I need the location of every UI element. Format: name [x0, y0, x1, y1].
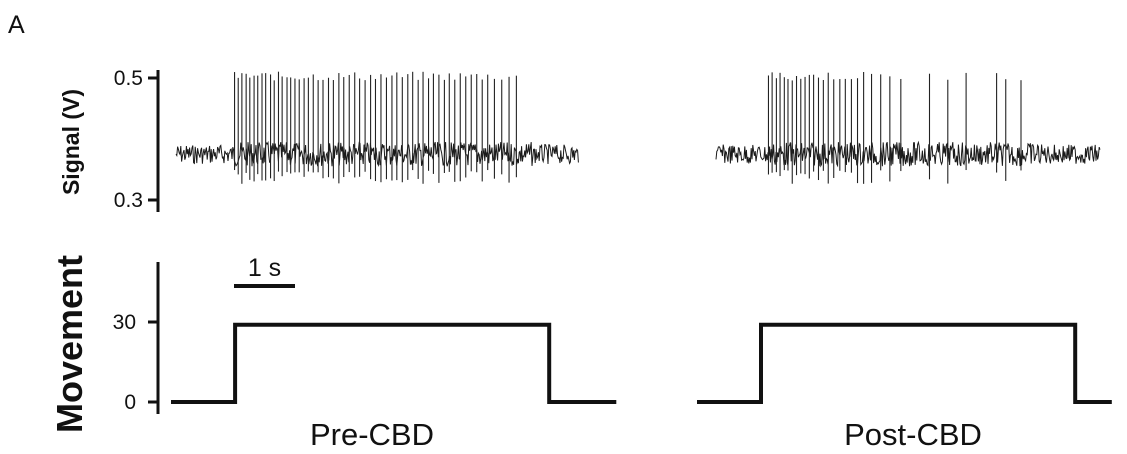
movement-tick-label-30: 30 — [113, 311, 136, 334]
condition-pre: Pre-CBD — [171, 71, 617, 452]
movement-trace-post — [697, 322, 1112, 404]
movement-tick-label-0: 0 — [124, 391, 136, 414]
movement-trace-pre — [171, 322, 617, 404]
signal-trace-post — [715, 140, 1101, 168]
signal-axis: 0.5 0.3 Signal (V) — [58, 67, 160, 212]
panel-letter: A — [8, 11, 25, 39]
scale-bar-label: 1 s — [248, 254, 281, 282]
condition-post: Post-CBD — [697, 71, 1112, 452]
spikes-pre — [234, 71, 517, 184]
condition-label-post: Post-CBD — [844, 417, 982, 452]
signal-trace-pre — [175, 140, 579, 168]
movement-axis: 30 0 Movement — [49, 255, 160, 433]
condition-label-pre: Pre-CBD — [310, 417, 434, 452]
signal-axis-label: Signal (V) — [58, 89, 84, 195]
signal-tick-label-0.5: 0.5 — [114, 67, 143, 90]
signal-tick-label-0.3: 0.3 — [114, 189, 143, 212]
spikes-post — [767, 71, 1022, 184]
time-scale-bar: 1 s — [234, 254, 295, 288]
movement-axis-label: Movement — [49, 255, 90, 433]
